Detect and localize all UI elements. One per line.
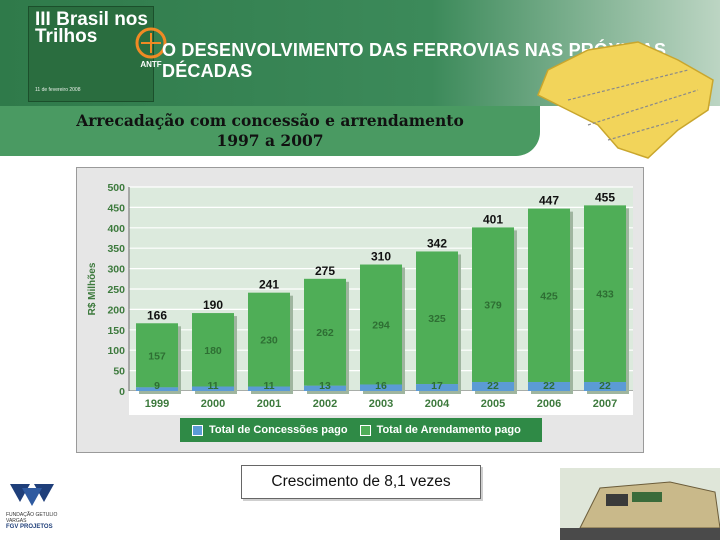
y-tick-label: 250 [107,284,125,296]
data-label-total: 455 [595,190,615,204]
subtitle-line-2: 1997 a 2007 [216,131,324,150]
chart-subtitle: Arrecadação com concessão e arrendamento… [0,106,540,156]
event-logo-date: 11 de fevereiro 2008 [35,87,81,93]
legend-swatch-lease [359,424,371,436]
legend-item-lease: Total de Arendamento pago [359,424,521,436]
bar-lease [472,227,514,383]
x-tick-label: 1999 [145,398,169,410]
legend-label-concessions: Total de Concessões pago [209,424,348,436]
data-label-concession: 9 [154,380,160,392]
data-label-concession: 13 [319,380,331,392]
event-logo-title: III Brasil nos Trilhos [35,9,148,47]
bar-concession [304,385,346,391]
data-label-lease: 294 [372,319,390,331]
fgv-logo-icon [10,484,54,506]
antf-label: ANTF [140,60,161,69]
data-label-lease: 180 [204,345,222,357]
bar-lease [416,251,458,385]
data-label-lease: 425 [540,290,558,302]
bar-concession [528,382,570,391]
bar-lease [136,323,178,388]
y-tick-label: 350 [107,243,125,255]
data-label-concession: 16 [375,380,387,392]
data-label-lease: 230 [260,335,278,347]
fgv-text: FUNDAÇÃO GETULIO VARGAS FGV PROJETOS [6,512,76,530]
data-label-concession: 17 [431,380,443,392]
data-label-lease: 157 [148,350,166,362]
fgv-projetos: FGV PROJETOS [6,524,53,530]
event-logo: III Brasil nos Trilhos 11 de fevereiro 2… [28,6,167,102]
data-label-total: 401 [483,212,503,226]
bar-lease [304,278,346,386]
antf-logo-icon: ANTF [135,27,167,69]
x-tick-label: 2000 [201,398,225,410]
data-label-lease: 379 [484,300,502,312]
x-tick-label: 2001 [257,398,281,410]
data-label-total: 342 [427,236,447,250]
bar-concession [416,384,458,391]
x-tick-label: 2004 [425,398,450,410]
x-tick-label: 2006 [537,398,561,410]
legend-item-concessions: Total de Concessões pago [192,424,348,436]
data-label-total: 166 [147,308,167,322]
bar-concession [136,387,178,391]
bar-lease [192,313,234,387]
x-tick-label: 2005 [481,398,505,410]
y-tick-label: 0 [119,386,125,398]
y-axis-label: R$ Milhões [87,262,98,315]
legend-label-lease: Total de Arendamento pago [376,424,521,436]
bar-concession [248,386,290,391]
brazil-map-icon [537,41,714,159]
data-label-concession: 22 [487,380,499,392]
y-tick-label: 200 [107,304,125,316]
data-label-concession: 22 [599,380,611,392]
page-title: O DESENVOLVIMENTO DAS FERROVIAS NAS PRÓX… [162,40,667,81]
y-tick-label: 450 [107,202,125,214]
data-label-total: 310 [371,250,391,264]
data-label-lease: 325 [428,313,446,325]
data-label-lease: 433 [596,289,614,301]
subtitle-band [0,106,540,156]
chart-legend: Total de Concessões pago Total de Arenda… [180,418,542,442]
growth-note: Crescimento de 8,1 vezes [241,465,481,499]
x-tick-label: 2007 [593,398,617,410]
subtitle-line-1: Arrecadação com concessão e arrendamento [76,111,464,130]
data-label-total: 190 [203,298,223,312]
bar-lease [528,208,570,383]
bar-concession [584,382,626,391]
chart-frame: 0 50 100 150 200 250 300 350 400 450 500 R$ Milhões… [76,167,644,453]
y-tick-label: 300 [107,264,125,276]
bar-lease [360,264,402,385]
y-tick-label: 400 [107,223,125,235]
data-label-concession: 11 [207,380,218,392]
x-tick-label: 2002 [313,398,337,410]
data-label-concession: 22 [543,380,555,392]
data-label-total: 447 [539,194,559,208]
bar-lease [584,205,626,383]
legend-swatch-concessions [192,424,203,436]
fgv-name: FUNDAÇÃO GETULIO VARGAS [6,512,58,524]
y-tick-label: 500 [107,182,125,194]
data-label-total: 275 [315,264,335,278]
data-label-concession: 11 [263,380,274,392]
bar-concession [192,386,234,391]
y-tick-label: 150 [107,325,125,337]
bar-lease [248,292,290,387]
bar-concession [360,384,402,391]
data-label-total: 241 [259,278,279,292]
bar-concession [472,382,514,391]
data-label-lease: 262 [316,327,334,339]
train-photo-icon [560,468,720,540]
x-axis-band [129,391,633,415]
x-tick-label: 2003 [369,398,393,410]
y-tick-label: 50 [113,366,125,378]
y-tick-label: 100 [107,345,125,357]
bar-chart: 0 50 100 150 200 250 300 350 400 450 500 R$ Milhões… [87,182,633,415]
